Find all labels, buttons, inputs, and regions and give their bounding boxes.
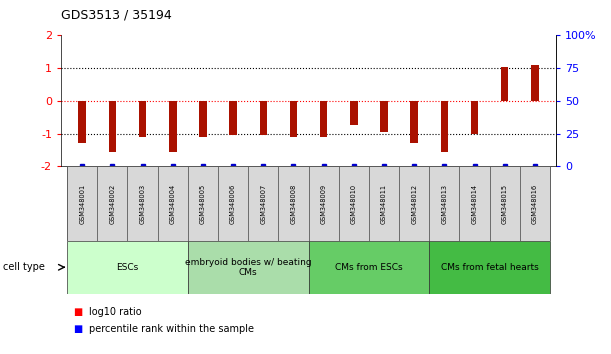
Text: GSM348004: GSM348004: [170, 183, 176, 224]
Bar: [350, 101, 357, 125]
Text: GSM348005: GSM348005: [200, 183, 206, 224]
Bar: [489, 166, 520, 241]
Bar: [218, 166, 248, 241]
Text: GSM348014: GSM348014: [472, 183, 478, 224]
Text: GDS3513 / 35194: GDS3513 / 35194: [61, 8, 172, 21]
Text: ESCs: ESCs: [116, 263, 139, 272]
Bar: [459, 166, 489, 241]
Bar: [320, 101, 327, 137]
Bar: [338, 166, 369, 241]
Text: GSM348007: GSM348007: [260, 183, 266, 224]
Bar: [199, 101, 207, 137]
Bar: [229, 101, 237, 135]
Text: GSM348008: GSM348008: [290, 183, 296, 224]
Bar: [158, 166, 188, 241]
Text: GSM348011: GSM348011: [381, 184, 387, 223]
Text: GSM348001: GSM348001: [79, 183, 85, 224]
Text: ■: ■: [73, 324, 82, 334]
Bar: [169, 101, 177, 152]
Bar: [290, 101, 297, 137]
Bar: [430, 241, 550, 294]
Bar: [260, 101, 267, 135]
Text: GSM348015: GSM348015: [502, 183, 508, 224]
Bar: [430, 166, 459, 241]
Bar: [78, 101, 86, 143]
Text: GSM348012: GSM348012: [411, 183, 417, 224]
Bar: [97, 166, 128, 241]
Text: cell type: cell type: [3, 262, 45, 272]
Bar: [309, 166, 338, 241]
Text: GSM348006: GSM348006: [230, 183, 236, 224]
Text: GSM348010: GSM348010: [351, 183, 357, 224]
Bar: [531, 65, 539, 101]
Text: CMs from fetal hearts: CMs from fetal hearts: [441, 263, 538, 272]
Bar: [441, 101, 448, 152]
Text: log10 ratio: log10 ratio: [89, 307, 141, 316]
Bar: [128, 166, 158, 241]
Bar: [369, 166, 399, 241]
Bar: [309, 241, 430, 294]
Bar: [279, 166, 309, 241]
Bar: [248, 166, 279, 241]
Text: percentile rank within the sample: percentile rank within the sample: [89, 324, 254, 334]
Bar: [399, 166, 430, 241]
Text: CMs from ESCs: CMs from ESCs: [335, 263, 403, 272]
Bar: [470, 101, 478, 133]
Bar: [188, 241, 309, 294]
Text: GSM348002: GSM348002: [109, 183, 115, 224]
Bar: [139, 101, 147, 137]
Bar: [520, 166, 550, 241]
Bar: [109, 101, 116, 152]
Text: GSM348003: GSM348003: [139, 183, 145, 224]
Text: GSM348016: GSM348016: [532, 183, 538, 224]
Bar: [67, 241, 188, 294]
Bar: [380, 101, 388, 132]
Text: ■: ■: [73, 307, 82, 316]
Text: GSM348013: GSM348013: [441, 184, 447, 223]
Bar: [67, 166, 97, 241]
Text: embryoid bodies w/ beating
CMs: embryoid bodies w/ beating CMs: [185, 258, 312, 277]
Text: GSM348009: GSM348009: [321, 183, 327, 224]
Bar: [501, 67, 508, 101]
Bar: [411, 101, 418, 143]
Bar: [188, 166, 218, 241]
